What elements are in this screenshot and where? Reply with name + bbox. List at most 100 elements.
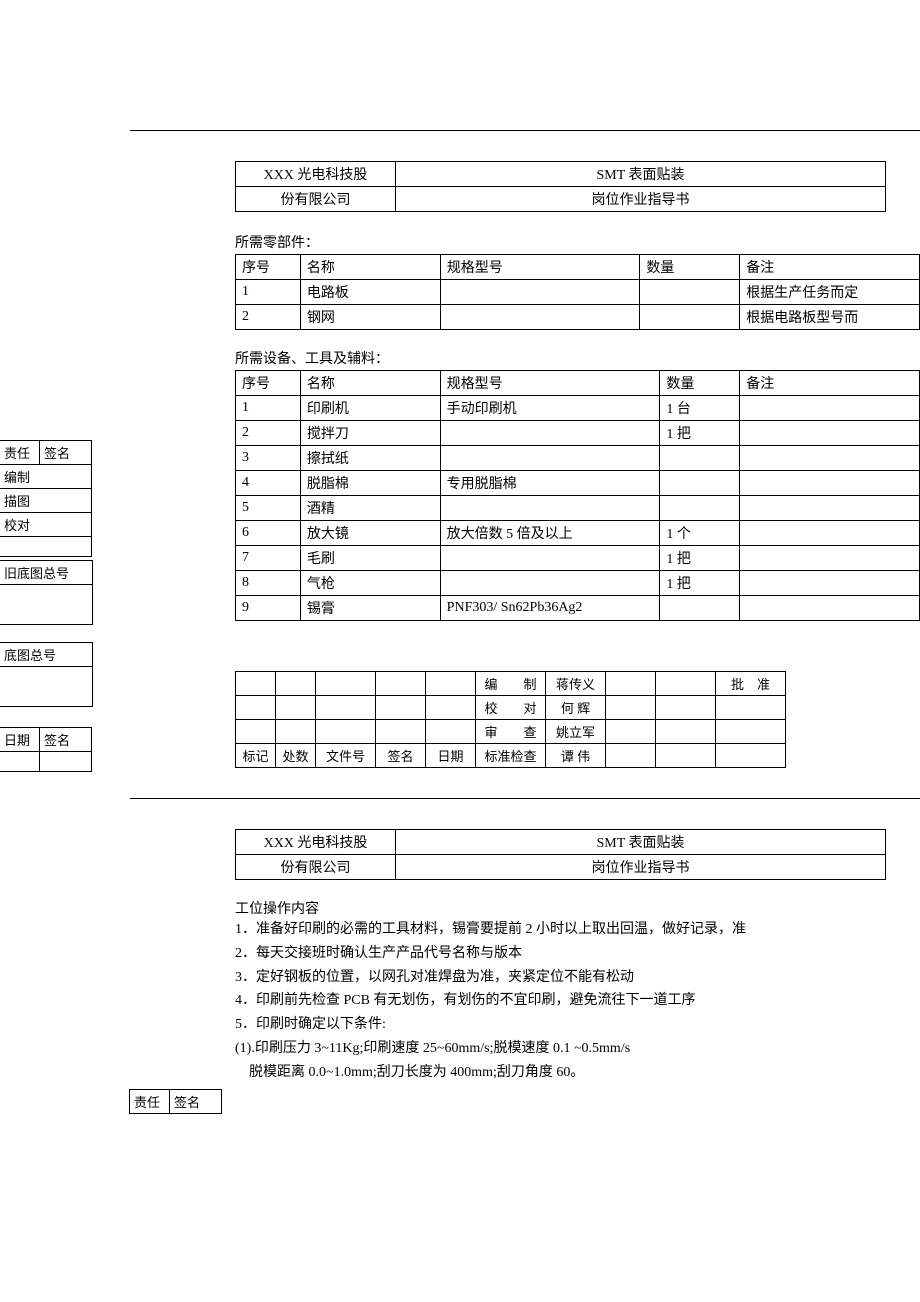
- table-row: 1印刷机手动印刷机1 台: [236, 396, 920, 421]
- col-remark: 备注: [740, 371, 920, 396]
- table-row: 序号 名称 规格型号 数量 备注: [236, 255, 920, 280]
- ops-item: 4．印刷前先检查 PCB 有无划伤，有划伤的不宜印刷，避免流往下一道工序: [235, 989, 920, 1013]
- cell: [606, 672, 656, 696]
- cell: [0, 585, 93, 625]
- cell: [740, 546, 920, 571]
- cell: [440, 280, 640, 305]
- cell: 印刷机: [300, 396, 440, 421]
- footer-compile: 编 制: [476, 672, 546, 696]
- company-line2-2: 份有限公司: [236, 855, 396, 880]
- footer-proof: 校 对: [476, 696, 546, 720]
- table-row: 3擦拭纸: [236, 446, 920, 471]
- cell: [276, 672, 316, 696]
- col-no: 序号: [236, 371, 301, 396]
- cell: [316, 696, 376, 720]
- cell: 1 把: [660, 421, 740, 446]
- equip-label: 所需设备、工具及辅料：: [235, 348, 920, 368]
- cell: [440, 305, 640, 330]
- footer-date: 日期: [426, 744, 476, 768]
- cell: [716, 696, 786, 720]
- table-row: 6放大镜放大倍数 5 倍及以上1 个: [236, 521, 920, 546]
- col-remark: 备注: [740, 255, 920, 280]
- cell: 5: [236, 496, 301, 521]
- doc-title2: 岗位作业指导书: [396, 187, 886, 212]
- side-date: 日期: [0, 728, 40, 752]
- cell: [236, 696, 276, 720]
- cell: [740, 396, 920, 421]
- doc-title1: SMT 表面贴装: [396, 162, 886, 187]
- cell: 电路板: [300, 280, 440, 305]
- side-duty-table: 责任 签名 编制 描图 校对: [0, 440, 92, 557]
- cell: [440, 446, 660, 471]
- table-row: 4脱脂棉专用脱脂棉: [236, 471, 920, 496]
- side-baseno: 底图总号: [0, 643, 93, 667]
- col-spec: 规格型号: [440, 255, 640, 280]
- table-row: 2搅拌刀1 把: [236, 421, 920, 446]
- cell: 放大倍数 5 倍及以上: [440, 521, 660, 546]
- cell: 擦拭纸: [300, 446, 440, 471]
- cell: [440, 571, 660, 596]
- table-row: 7毛刷1 把: [236, 546, 920, 571]
- cell: 脱脂棉: [300, 471, 440, 496]
- cell: [0, 537, 92, 557]
- table-row: 审 查 姚立军: [236, 720, 786, 744]
- side-duty-table-2: 责任 签名: [129, 1089, 222, 1114]
- cell: [740, 471, 920, 496]
- cell: 搅拌刀: [300, 421, 440, 446]
- side-oldno: 旧底图总号: [0, 561, 93, 585]
- side-duty-2: 责任: [130, 1090, 170, 1114]
- cell: 6: [236, 521, 301, 546]
- cell: [740, 496, 920, 521]
- table-row: 序号 名称 规格型号 数量 备注: [236, 371, 920, 396]
- cell: [716, 744, 786, 768]
- cell: 气枪: [300, 571, 440, 596]
- cell: 7: [236, 546, 301, 571]
- cell: [426, 720, 476, 744]
- cell: [276, 696, 316, 720]
- cell: 根据生产任务而定: [740, 280, 920, 305]
- side-check: 校对: [0, 513, 92, 537]
- col-qty: 数量: [660, 371, 740, 396]
- col-name: 名称: [300, 255, 440, 280]
- footer-mark: 标记: [236, 744, 276, 768]
- side-draw: 描图: [0, 489, 92, 513]
- side-prep: 编制: [0, 465, 92, 489]
- side-sign2: 签名: [40, 728, 92, 752]
- table-row: 9锡膏PNF303/ Sn62Pb36Ag2: [236, 596, 920, 621]
- company-line1-2: XXX 光电科技股: [236, 830, 396, 855]
- footer-compile-name: 蒋传义: [546, 672, 606, 696]
- cell: [660, 596, 740, 621]
- footer-fileno: 文件号: [316, 744, 376, 768]
- cell: [426, 696, 476, 720]
- cell: [660, 496, 740, 521]
- cell: 锡膏: [300, 596, 440, 621]
- footer-sign: 签名: [376, 744, 426, 768]
- cell: [276, 720, 316, 744]
- equip-table: 序号 名称 规格型号 数量 备注 1印刷机手动印刷机1 台 2搅拌刀1 把 3擦…: [235, 370, 920, 621]
- cell: 根据电路板型号而: [740, 305, 920, 330]
- side-baseno-table: 底图总号: [0, 642, 93, 707]
- cell: 1 台: [660, 396, 740, 421]
- ops-item: 3．定好钢板的位置，以网孔对准焊盘为准，夹紧定位不能有松动: [235, 966, 920, 990]
- table-row: 1 电路板 根据生产任务而定: [236, 280, 920, 305]
- footer-stdcheck: 标准检查: [476, 744, 546, 768]
- doc-header-table: XXX 光电科技股 SMT 表面贴装 份有限公司 岗位作业指导书: [235, 161, 886, 212]
- company-line1: XXX 光电科技股: [236, 162, 396, 187]
- cell: 钢网: [300, 305, 440, 330]
- col-spec: 规格型号: [440, 371, 660, 396]
- cell: [740, 521, 920, 546]
- doc-title2-2: 岗位作业指导书: [396, 855, 886, 880]
- footer-approve: 批 准: [716, 672, 786, 696]
- cell: [740, 596, 920, 621]
- cell: 放大镜: [300, 521, 440, 546]
- cell: [316, 672, 376, 696]
- cell: [656, 672, 716, 696]
- cell: 手动印刷机: [440, 396, 660, 421]
- cell: [376, 672, 426, 696]
- footer-review-name: 姚立军: [546, 720, 606, 744]
- side-sign-2: 签名: [170, 1090, 222, 1114]
- cell: [606, 696, 656, 720]
- cell: [656, 720, 716, 744]
- side-sign: 签名: [40, 441, 92, 465]
- cell: 9: [236, 596, 301, 621]
